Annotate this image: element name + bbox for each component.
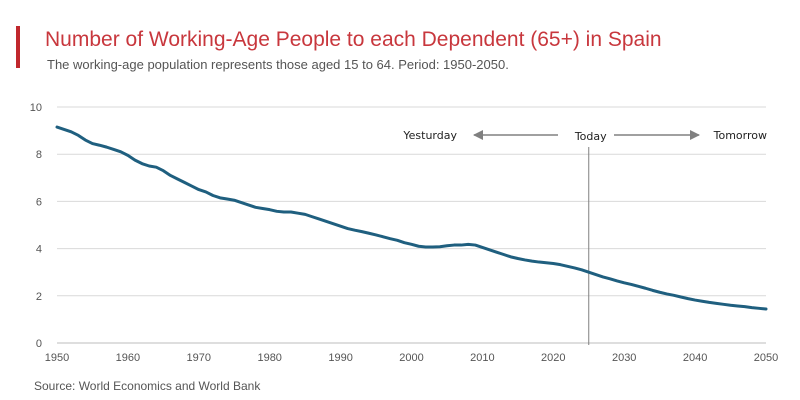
x-tick-label: 2010 <box>470 352 494 364</box>
x-tick-label: 2000 <box>399 352 423 364</box>
x-tick-label: 1960 <box>116 352 140 364</box>
tomorrow-label: Tomorrow <box>713 129 767 142</box>
y-axis-ticks: 0 2 4 6 8 10 <box>30 102 42 350</box>
x-tick-label: 1970 <box>187 352 211 364</box>
y-tick-label: 2 <box>36 291 42 303</box>
x-tick-label: 2030 <box>612 352 636 364</box>
x-tick-label: 1980 <box>257 352 281 364</box>
y-tick-label: 6 <box>36 196 42 208</box>
chart-title: Number of Working-Age People to each Dep… <box>45 28 662 51</box>
chart-subtitle: The working-age population represents th… <box>47 57 509 72</box>
today-label: Today <box>574 130 607 143</box>
title-accent-bar <box>16 26 20 68</box>
y-tick-label: 0 <box>36 338 42 350</box>
y-tick-label: 4 <box>36 244 42 256</box>
annotations: Today Yesturday Tomorrow <box>402 129 767 345</box>
y-tick-label: 8 <box>36 149 42 161</box>
x-tick-label: 2050 <box>754 352 778 364</box>
series-line <box>55 125 768 311</box>
x-tick-label: 2040 <box>683 352 707 364</box>
source-note: Source: World Economics and World Bank <box>34 379 261 393</box>
yesterday-label: Yesturday <box>402 129 457 142</box>
x-tick-label: 2020 <box>541 352 565 364</box>
x-tick-label: 1950 <box>45 352 69 364</box>
y-tick-label: 10 <box>30 102 42 114</box>
x-axis-ticks: 1950 1960 1970 1980 1990 2000 2010 2020 2030 2040… <box>45 352 778 364</box>
gridlines <box>57 106 766 344</box>
x-tick-label: 1990 <box>328 352 352 364</box>
